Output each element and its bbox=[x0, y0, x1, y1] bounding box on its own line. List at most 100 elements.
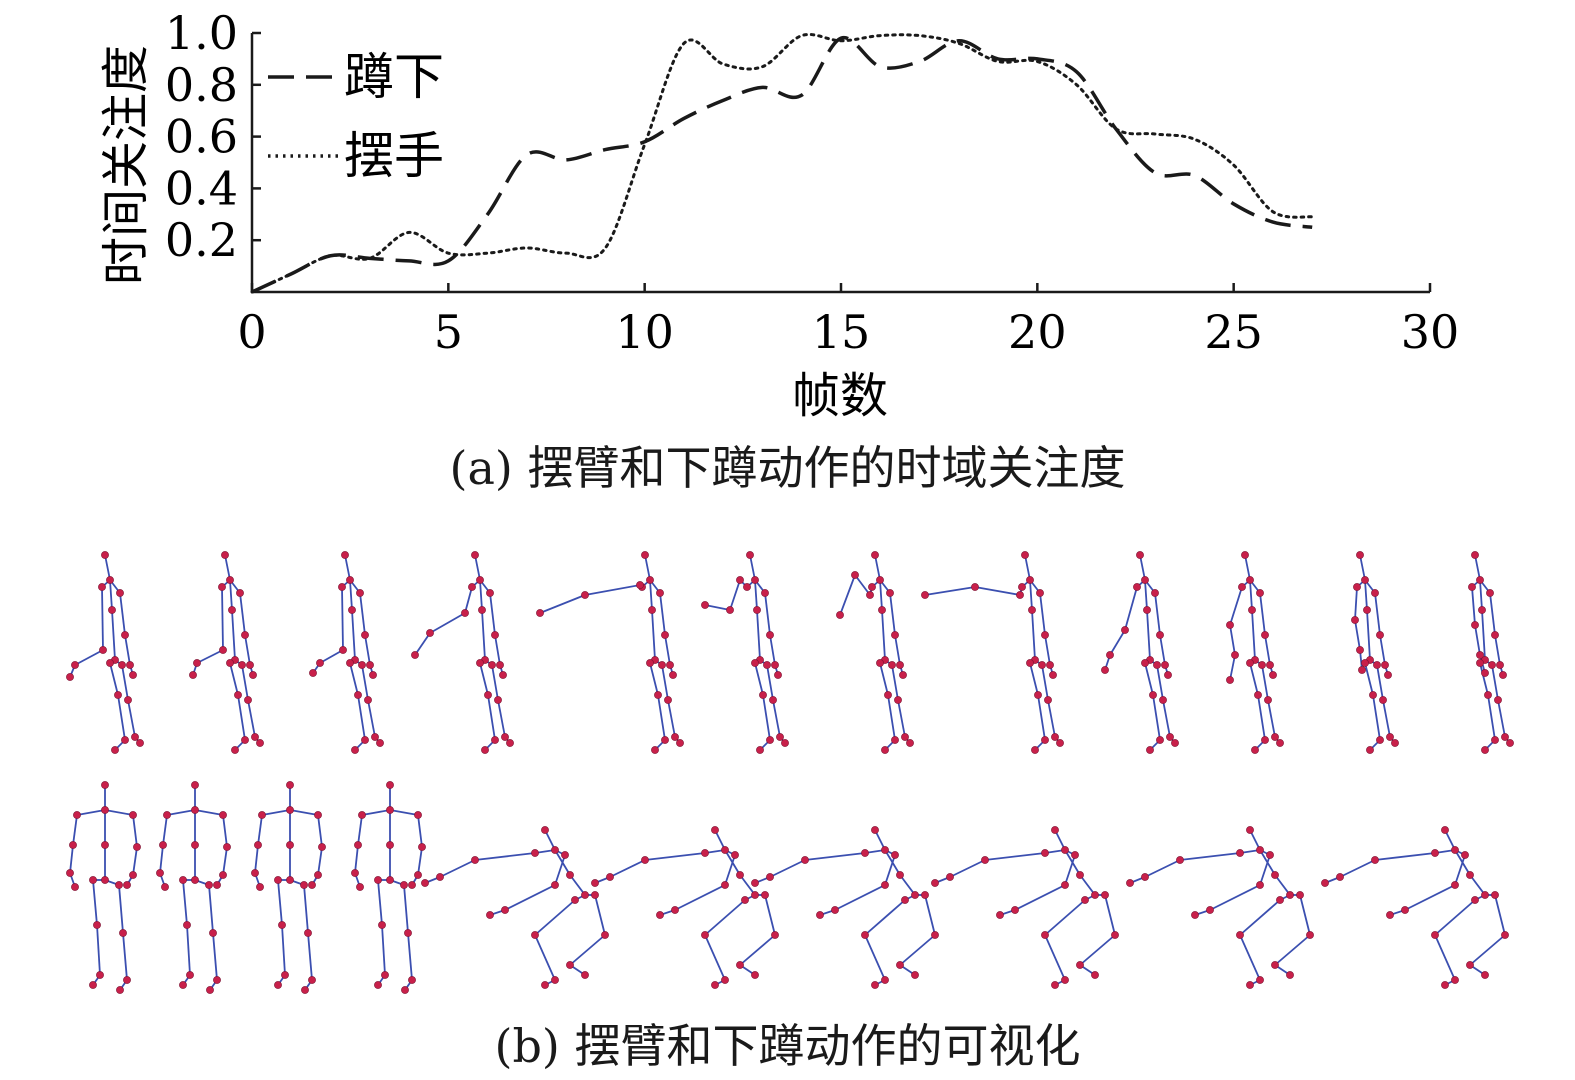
skeleton-joint bbox=[551, 881, 559, 889]
skeleton-joint bbox=[121, 631, 129, 639]
skeleton-bone bbox=[1249, 662, 1259, 696]
skeleton-figure bbox=[251, 781, 326, 994]
skeleton-figure bbox=[751, 826, 939, 989]
skeleton-bone bbox=[644, 554, 651, 581]
skeleton-joint bbox=[1011, 906, 1019, 914]
skeleton-joint bbox=[996, 911, 1004, 919]
skeleton-bone bbox=[704, 604, 731, 611]
skeleton-bone bbox=[127, 699, 136, 738]
skeleton-bone bbox=[1259, 854, 1271, 886]
skeleton-joint bbox=[1369, 691, 1377, 699]
skeleton-figure bbox=[1101, 551, 1179, 754]
skeleton-joint bbox=[1156, 631, 1164, 639]
skeleton-bone bbox=[764, 592, 771, 636]
skeleton-bone bbox=[1379, 634, 1386, 666]
skeleton-joint bbox=[191, 781, 199, 789]
skeleton-joint bbox=[156, 869, 164, 877]
skeleton-bone bbox=[1376, 664, 1384, 701]
skeleton-bone bbox=[124, 634, 131, 666]
skeleton-joint bbox=[1451, 976, 1459, 984]
skeleton-bone bbox=[569, 874, 586, 896]
skeleton-joint bbox=[1258, 661, 1266, 669]
skeleton-joint bbox=[1236, 931, 1244, 939]
skeleton-joint bbox=[481, 746, 489, 754]
skeleton-bone bbox=[229, 662, 239, 696]
skeleton-joint bbox=[1038, 661, 1046, 669]
skeleton-bone bbox=[489, 592, 496, 636]
skeleton-bone bbox=[261, 809, 291, 816]
skeleton-joint bbox=[66, 673, 74, 681]
skeleton-bone bbox=[754, 579, 758, 611]
legend-label-0: 蹲下 bbox=[344, 48, 444, 106]
skeleton-joint bbox=[1146, 746, 1154, 754]
skeleton-bone bbox=[417, 814, 423, 848]
skeleton-joint bbox=[461, 609, 469, 617]
skeleton-joint bbox=[1478, 606, 1486, 614]
skeleton-bone bbox=[1469, 934, 1506, 966]
skeleton-bone bbox=[889, 592, 896, 636]
skeleton-joint bbox=[213, 976, 221, 984]
skeleton-joint bbox=[756, 746, 764, 754]
skeleton-joint bbox=[249, 671, 257, 679]
skeleton-bone bbox=[104, 554, 111, 581]
skeleton-joint bbox=[404, 929, 412, 937]
skeleton-bone bbox=[1152, 694, 1161, 741]
skeleton-joint bbox=[1401, 906, 1409, 914]
skeleton-joint bbox=[114, 691, 122, 699]
skeleton-bone bbox=[111, 609, 116, 661]
skeleton-bone bbox=[1144, 662, 1154, 696]
skeleton-joint bbox=[491, 736, 499, 744]
skeleton-joint bbox=[241, 631, 249, 639]
skeleton-joint bbox=[1076, 961, 1084, 969]
skeleton-bone bbox=[1209, 884, 1261, 911]
skeleton-bone bbox=[594, 894, 606, 936]
skeleton-joint bbox=[361, 631, 369, 639]
skeleton-bone bbox=[924, 894, 936, 936]
skeleton-joint bbox=[891, 736, 899, 744]
skeleton-bone bbox=[1109, 629, 1126, 656]
skeleton-joint bbox=[1141, 659, 1149, 667]
skeleton-bone bbox=[74, 649, 104, 666]
skeleton-figure bbox=[66, 551, 144, 754]
skeleton-joint bbox=[1266, 851, 1274, 859]
skeleton-bone bbox=[534, 934, 556, 981]
skeleton-joint bbox=[886, 589, 894, 597]
skeleton-joint bbox=[274, 876, 282, 884]
skeleton-bone bbox=[1041, 664, 1049, 701]
skeleton-joint bbox=[888, 661, 896, 669]
skeleton-joint bbox=[1476, 576, 1484, 584]
skeleton-joint bbox=[116, 589, 124, 597]
skeleton-joint bbox=[356, 883, 364, 891]
skeleton-joint bbox=[561, 851, 569, 859]
skeleton-bone bbox=[749, 554, 756, 581]
skeleton-joint bbox=[751, 891, 759, 899]
skeleton-joint bbox=[1041, 736, 1049, 744]
skeleton-bone bbox=[351, 609, 356, 661]
skeleton-joint bbox=[354, 691, 362, 699]
skeleton-bone bbox=[1159, 634, 1166, 666]
skeleton-joint bbox=[701, 931, 709, 939]
skeleton-joint bbox=[648, 606, 656, 614]
skeleton-joint bbox=[1391, 739, 1399, 747]
skeleton-joint bbox=[179, 876, 187, 884]
skeleton-joint bbox=[386, 841, 394, 849]
skeleton-bone bbox=[657, 694, 666, 741]
skeleton-bone bbox=[491, 664, 499, 701]
y-tick-label: 0.2 bbox=[165, 213, 238, 267]
skeleton-bone bbox=[651, 609, 656, 661]
skeleton-bone bbox=[281, 924, 286, 976]
skeleton-joint bbox=[1476, 659, 1484, 667]
skeleton-bone bbox=[1154, 592, 1161, 636]
skeleton-joint bbox=[1471, 551, 1479, 559]
skeleton-joint bbox=[361, 736, 369, 744]
skeleton-figure bbox=[591, 826, 779, 989]
skeleton-bone bbox=[704, 899, 746, 936]
skeleton-joint bbox=[468, 583, 476, 591]
skeleton-joint bbox=[1246, 826, 1254, 834]
skeleton-joint bbox=[1061, 881, 1069, 889]
skeleton-joint bbox=[189, 671, 197, 679]
skeleton-bone bbox=[1494, 894, 1506, 936]
skeleton-joint bbox=[356, 589, 364, 597]
skeleton-bone bbox=[1239, 934, 1261, 981]
skeleton-joint bbox=[654, 691, 662, 699]
